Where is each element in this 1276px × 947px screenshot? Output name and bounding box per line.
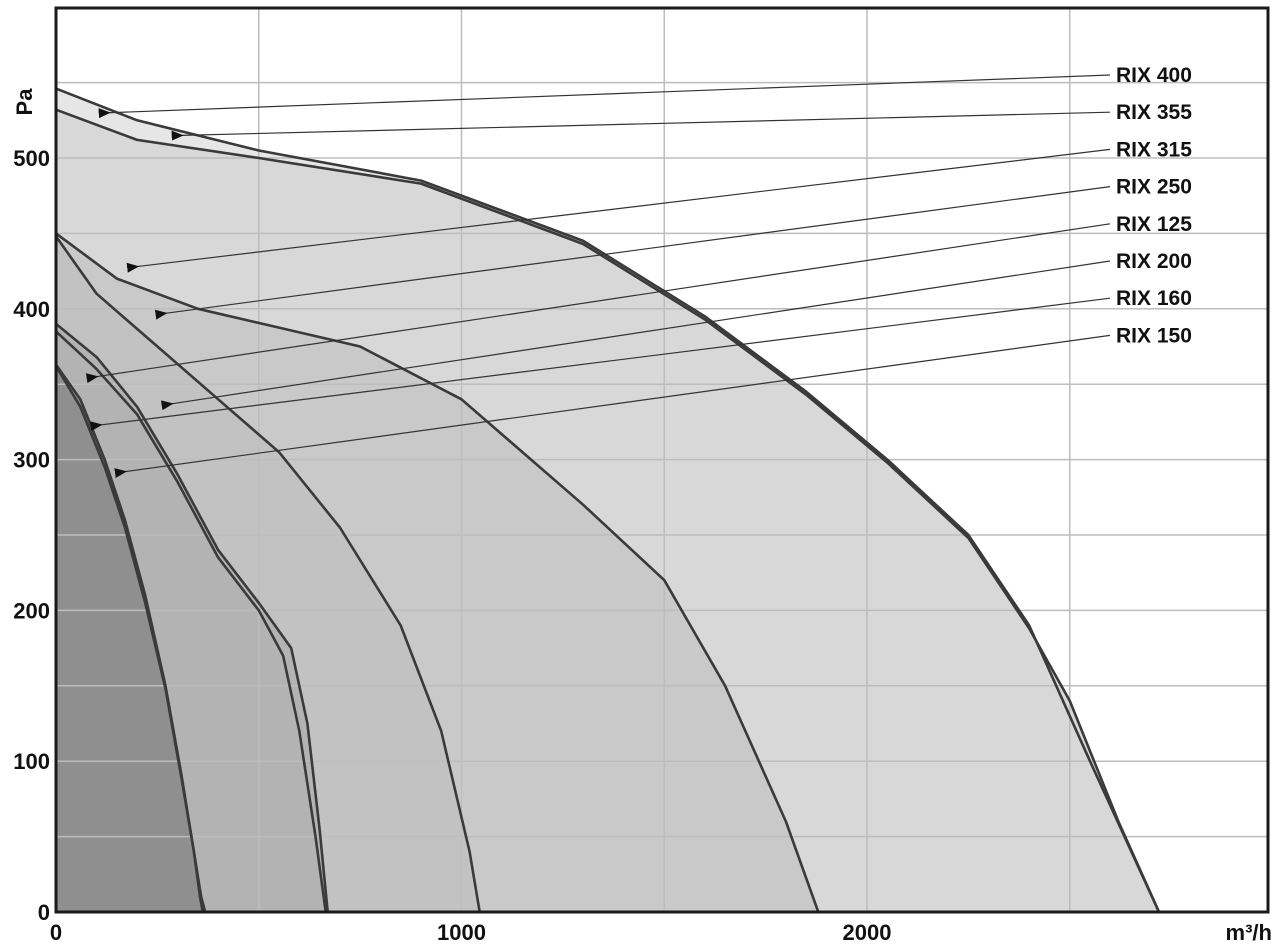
series-label-rix-355: RIX 355 <box>1116 101 1192 124</box>
series-label-rix-150: RIX 150 <box>1116 324 1192 347</box>
y-tick-label: 0 <box>38 900 50 925</box>
series-label-rix-125: RIX 125 <box>1116 213 1192 236</box>
area-rix-150 <box>56 366 206 913</box>
series-label-rix-400: RIX 400 <box>1116 64 1192 87</box>
callout-arrow-rix-355 <box>171 111 1111 141</box>
x-tick-label: 2000 <box>843 920 892 945</box>
curve-lines <box>54 87 1161 913</box>
grid-lines <box>56 8 1268 912</box>
y-tick-label: 500 <box>13 146 50 171</box>
y-tick-label: 300 <box>13 448 50 473</box>
callout-arrow-rix-315 <box>126 148 1111 273</box>
tick-labels: 0 100 200 300 400 500 0 1000 2000 <box>13 146 891 945</box>
callout-arrow-rix-150 <box>114 334 1111 478</box>
x-tick-label: 1000 <box>437 920 486 945</box>
plot-frame <box>54 6 1270 914</box>
callout-arrow-rix-250 <box>154 186 1111 320</box>
x-axis-label: m³/h <box>1226 920 1272 945</box>
series-callouts: RIX 400 RIX 355 RIX 315 RIX 250 RIX 125 RIX 2… <box>85 64 1192 478</box>
curve-rix-150 <box>54 365 207 913</box>
series-label-rix-250: RIX 250 <box>1116 176 1192 199</box>
y-tick-label: 100 <box>13 749 50 774</box>
callout-arrow-rix-160 <box>90 297 1111 432</box>
series-label-rix-315: RIX 315 <box>1116 138 1192 161</box>
curve-rix-160 <box>55 322 329 913</box>
x-tick-label: 0 <box>50 920 62 945</box>
y-tick-label: 400 <box>13 297 50 322</box>
curve-rix-355 <box>55 108 1161 913</box>
curve-fills <box>56 88 1159 913</box>
callout-arrow-rix-400 <box>98 74 1111 119</box>
y-axis-label: Pa <box>12 88 37 116</box>
curve-rix-250 <box>54 235 481 913</box>
series-label-rix-200: RIX 200 <box>1116 250 1192 273</box>
curve-rix-315 <box>55 232 820 913</box>
y-tick-label: 200 <box>13 598 50 623</box>
curve-rix-200 <box>55 330 327 913</box>
series-label-rix-160: RIX 160 <box>1116 287 1192 310</box>
callout-arrow-rix-200 <box>160 260 1111 411</box>
callout-arrow-rix-125 <box>85 223 1111 384</box>
